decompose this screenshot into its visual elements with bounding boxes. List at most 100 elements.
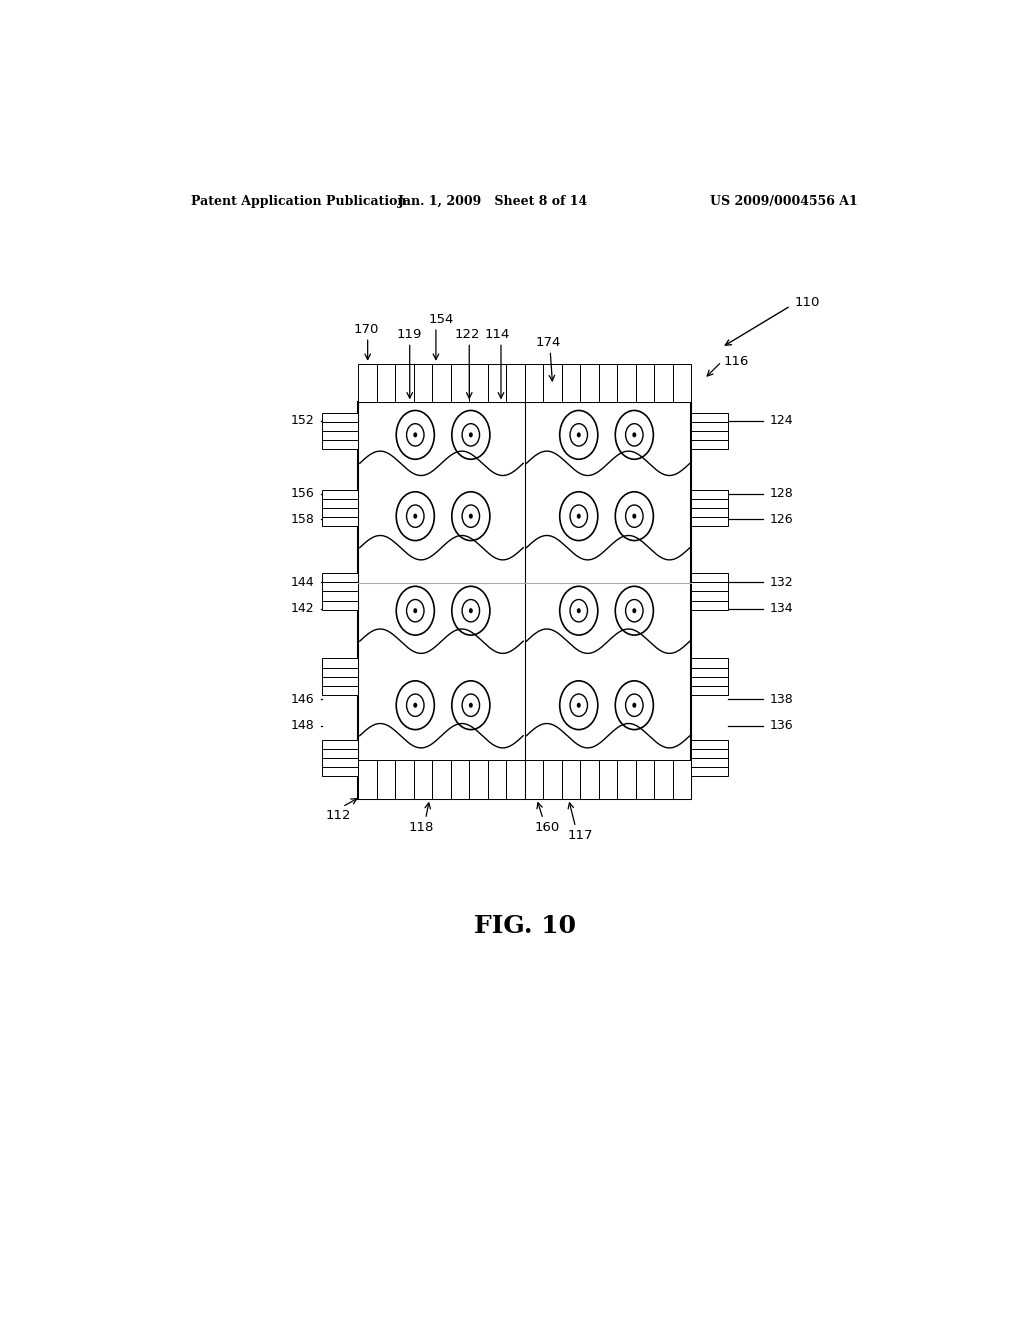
Circle shape — [414, 702, 417, 708]
Bar — [581, 760, 599, 799]
Bar — [691, 490, 728, 499]
Bar — [322, 748, 358, 758]
Bar — [414, 760, 432, 799]
Circle shape — [469, 609, 473, 614]
Bar — [691, 440, 728, 449]
Bar — [322, 517, 358, 527]
Bar — [654, 364, 673, 403]
Bar — [544, 364, 562, 403]
Circle shape — [633, 513, 636, 519]
Bar — [451, 760, 469, 799]
Text: 112: 112 — [326, 809, 351, 822]
Bar — [322, 591, 358, 601]
Bar — [395, 364, 414, 403]
Bar — [691, 517, 728, 527]
Bar — [487, 364, 506, 403]
Bar — [377, 760, 395, 799]
Circle shape — [469, 513, 473, 519]
Bar — [691, 421, 728, 430]
Bar — [691, 686, 728, 696]
Bar — [322, 490, 358, 499]
Bar — [322, 668, 358, 677]
Circle shape — [633, 702, 636, 708]
Text: 110: 110 — [795, 296, 820, 309]
Text: Patent Application Publication: Patent Application Publication — [191, 194, 407, 207]
Text: 117: 117 — [567, 829, 593, 842]
Circle shape — [577, 433, 581, 437]
Text: 134: 134 — [769, 602, 793, 615]
Bar — [654, 760, 673, 799]
Text: 158: 158 — [291, 512, 314, 525]
Bar — [506, 364, 524, 403]
Bar — [322, 508, 358, 517]
Bar — [691, 739, 728, 748]
Circle shape — [414, 513, 417, 519]
Text: 142: 142 — [291, 602, 314, 615]
Bar — [691, 499, 728, 508]
Bar — [377, 364, 395, 403]
Text: US 2009/0004556 A1: US 2009/0004556 A1 — [711, 194, 858, 207]
Bar — [691, 668, 728, 677]
Text: 170: 170 — [353, 323, 379, 337]
Bar — [599, 364, 617, 403]
Bar — [544, 760, 562, 799]
Bar — [673, 760, 691, 799]
Circle shape — [633, 609, 636, 614]
Text: 118: 118 — [409, 821, 434, 834]
Text: 119: 119 — [397, 329, 423, 342]
Bar — [322, 573, 358, 582]
Bar — [451, 364, 469, 403]
Circle shape — [577, 609, 581, 614]
Bar — [506, 760, 524, 799]
Bar — [358, 760, 377, 799]
Text: 122: 122 — [455, 329, 480, 342]
Bar — [322, 739, 358, 748]
Bar — [322, 677, 358, 686]
Bar — [691, 758, 728, 767]
Bar — [322, 582, 358, 591]
Bar — [322, 412, 358, 421]
Text: 160: 160 — [535, 821, 560, 834]
Bar — [562, 364, 581, 403]
Bar — [691, 430, 728, 440]
Text: 146: 146 — [291, 693, 314, 706]
Bar — [432, 760, 451, 799]
Bar — [617, 364, 636, 403]
Bar — [581, 364, 599, 403]
Bar — [322, 601, 358, 610]
Text: 132: 132 — [769, 576, 793, 589]
Bar — [395, 760, 414, 799]
Circle shape — [577, 702, 581, 708]
Bar — [691, 591, 728, 601]
Bar — [358, 403, 691, 799]
Circle shape — [469, 433, 473, 437]
Bar — [691, 601, 728, 610]
Bar — [691, 677, 728, 686]
Text: 144: 144 — [291, 576, 314, 589]
Bar — [469, 760, 487, 799]
Bar — [358, 364, 377, 403]
Text: 128: 128 — [769, 487, 793, 500]
Bar — [322, 767, 358, 776]
Bar — [322, 440, 358, 449]
Text: Jan. 1, 2009   Sheet 8 of 14: Jan. 1, 2009 Sheet 8 of 14 — [398, 194, 588, 207]
Text: 136: 136 — [769, 719, 793, 733]
Circle shape — [414, 609, 417, 614]
Bar — [524, 760, 544, 799]
Bar — [322, 659, 358, 668]
Text: 174: 174 — [536, 337, 561, 350]
Text: 126: 126 — [769, 512, 793, 525]
Text: 152: 152 — [291, 414, 314, 428]
Bar — [469, 364, 487, 403]
Text: 114: 114 — [484, 329, 510, 342]
Bar — [487, 760, 506, 799]
Bar — [691, 412, 728, 421]
Text: 154: 154 — [429, 313, 455, 326]
Bar — [691, 748, 728, 758]
Bar — [322, 686, 358, 696]
Circle shape — [414, 433, 417, 437]
Text: 148: 148 — [291, 719, 314, 733]
Bar — [322, 499, 358, 508]
Bar — [524, 364, 544, 403]
Bar — [691, 508, 728, 517]
